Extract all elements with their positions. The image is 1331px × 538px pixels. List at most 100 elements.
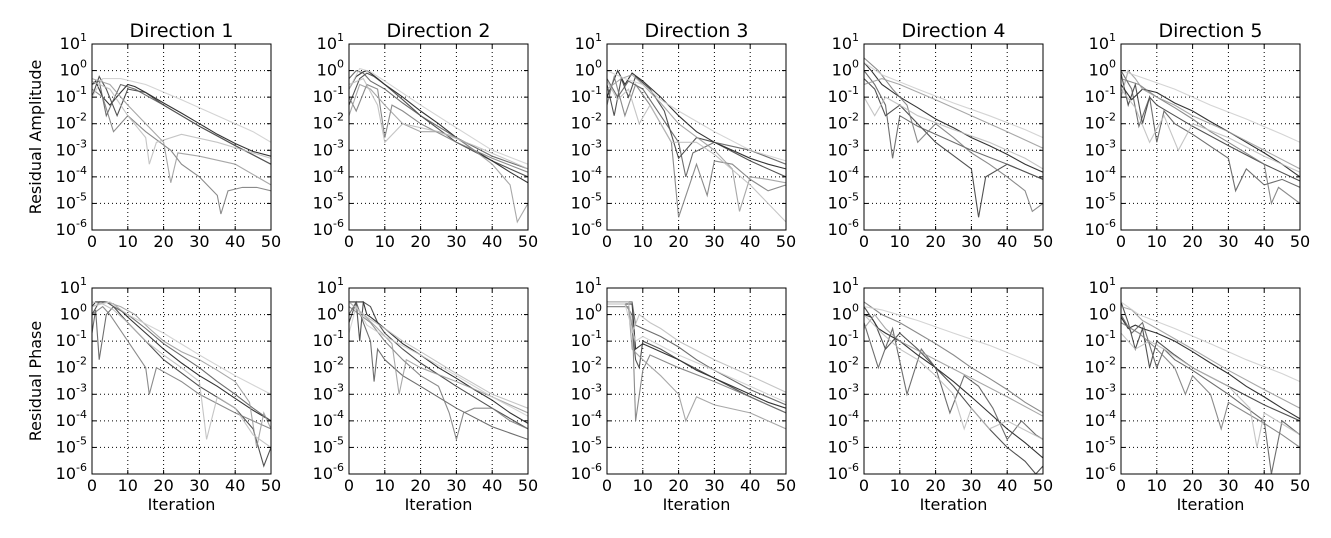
y-tick-exponent: -4 xyxy=(76,408,87,421)
x-tick-label: 40 xyxy=(740,476,760,495)
x-tick-label: 50 xyxy=(776,232,796,251)
y-tick-exponent: 1 xyxy=(852,275,859,288)
series-line xyxy=(1121,316,1300,420)
y-tick-base: 10 xyxy=(832,305,852,324)
series-line xyxy=(92,301,271,395)
y-axis-label: Residual Phase xyxy=(26,321,45,441)
y-tick-exponent: -5 xyxy=(591,190,602,203)
y-tick-base: 10 xyxy=(828,358,848,377)
y-tick-base: 10 xyxy=(56,114,76,133)
series-line xyxy=(92,88,271,215)
y-tick-label: 10-5 xyxy=(1085,434,1116,456)
series-line xyxy=(1121,314,1300,474)
y-tick-base: 10 xyxy=(1085,140,1105,159)
y-tick-label: 10-3 xyxy=(56,381,87,403)
y-tick-label: 10-3 xyxy=(313,381,344,403)
panel-r1-c0: 0 10 20 30 40 5010110010-110-210-310-410-510-… xyxy=(56,275,282,495)
panel-r1-c3: 0 10 20 30 40 5010110010-110-210-310-410-510-… xyxy=(828,275,1054,495)
y-tick-label: 10-6 xyxy=(1085,461,1116,483)
y-tick-base: 10 xyxy=(56,411,76,430)
y-tick-base: 10 xyxy=(313,384,333,403)
series-line xyxy=(864,78,1043,218)
series-line xyxy=(864,70,1043,180)
y-tick-exponent: -1 xyxy=(333,328,344,341)
y-tick-base: 10 xyxy=(56,358,76,377)
x-tick-label: 30 xyxy=(189,232,209,251)
y-tick-exponent: 1 xyxy=(595,275,602,288)
y-tick-base: 10 xyxy=(828,411,848,430)
y-tick-label: 101 xyxy=(1089,31,1116,53)
series-line xyxy=(607,69,786,170)
y-tick-label: 100 xyxy=(60,58,87,80)
y-tick-exponent: -2 xyxy=(1105,111,1116,124)
y-tick-exponent: -4 xyxy=(848,408,859,421)
y-tick-exponent: 1 xyxy=(852,31,859,44)
y-tick-label: 100 xyxy=(317,302,344,324)
y-tick-label: 10-2 xyxy=(1085,111,1116,133)
series-line xyxy=(92,305,271,422)
series-line xyxy=(349,77,528,170)
y-tick-label: 101 xyxy=(1089,275,1116,297)
series-line xyxy=(864,96,1043,170)
series-line xyxy=(92,301,271,448)
y-tick-label: 10-1 xyxy=(1085,84,1116,106)
y-tick-label: 10-1 xyxy=(56,328,87,350)
y-tick-label: 100 xyxy=(60,302,87,324)
series-line xyxy=(1121,72,1300,182)
series-line xyxy=(92,78,271,186)
x-tick-label: 0 xyxy=(87,476,97,495)
y-tick-label: 10-4 xyxy=(313,408,344,430)
y-tick-exponent: -2 xyxy=(76,111,87,124)
x-tick-label: 20 xyxy=(410,476,430,495)
y-tick-label: 10-4 xyxy=(56,408,87,430)
x-tick-label: 40 xyxy=(740,232,760,251)
x-tick-label: 30 xyxy=(961,476,981,495)
x-tick-label: 20 xyxy=(668,476,688,495)
x-tick-label: 20 xyxy=(153,476,173,495)
y-tick-base: 10 xyxy=(317,34,337,53)
series-group xyxy=(92,301,271,468)
panel-r0-c4: 0 10 20 30 40 5010110010-110-210-310-410-510-… xyxy=(1085,31,1311,251)
y-tick-exponent: 1 xyxy=(80,275,87,288)
series-group xyxy=(607,301,786,430)
y-tick-label: 10-3 xyxy=(571,381,602,403)
y-tick-label: 10-6 xyxy=(56,217,87,239)
grid xyxy=(607,44,786,230)
axes-frame xyxy=(863,43,1044,231)
x-tick-label: 30 xyxy=(446,476,466,495)
y-tick-label: 10-1 xyxy=(571,328,602,350)
y-tick-exponent: -5 xyxy=(333,434,344,447)
y-tick-label: 10-4 xyxy=(828,164,859,186)
y-tick-base: 10 xyxy=(60,61,80,80)
x-tick-label: 10 xyxy=(633,232,653,251)
y-tick-base: 10 xyxy=(571,87,591,106)
y-tick-label: 10-1 xyxy=(313,84,344,106)
grid xyxy=(349,44,528,230)
y-tick-label: 10-2 xyxy=(571,355,602,377)
y-tick-base: 10 xyxy=(317,278,337,297)
y-tick-label: 10-6 xyxy=(1085,217,1116,239)
y-tick-base: 10 xyxy=(571,167,591,186)
x-tick-label: 40 xyxy=(1254,232,1274,251)
y-tick-base: 10 xyxy=(60,278,80,297)
y-tick-base: 10 xyxy=(317,61,337,80)
grid xyxy=(607,288,786,474)
x-tick-label: 50 xyxy=(261,232,281,251)
y-tick-base: 10 xyxy=(1085,331,1105,350)
column-title: Direction 2 xyxy=(387,20,491,42)
x-tick-label: 20 xyxy=(153,232,173,251)
x-tick-label: 50 xyxy=(518,476,538,495)
y-tick-exponent: -3 xyxy=(848,137,859,150)
column-title: Direction 4 xyxy=(902,20,1006,42)
x-tick-label: 30 xyxy=(189,476,209,495)
y-tick-exponent: -2 xyxy=(591,111,602,124)
y-tick-base: 10 xyxy=(317,305,337,324)
y-tick-exponent: 0 xyxy=(595,302,602,315)
axes-frame xyxy=(348,287,529,475)
y-tick-base: 10 xyxy=(56,87,76,106)
series-line xyxy=(1121,301,1300,422)
x-axis-label: Iteration xyxy=(405,495,473,514)
y-tick-exponent: -6 xyxy=(333,217,344,230)
y-tick-exponent: -1 xyxy=(333,84,344,97)
x-tick-label: 40 xyxy=(482,232,502,251)
